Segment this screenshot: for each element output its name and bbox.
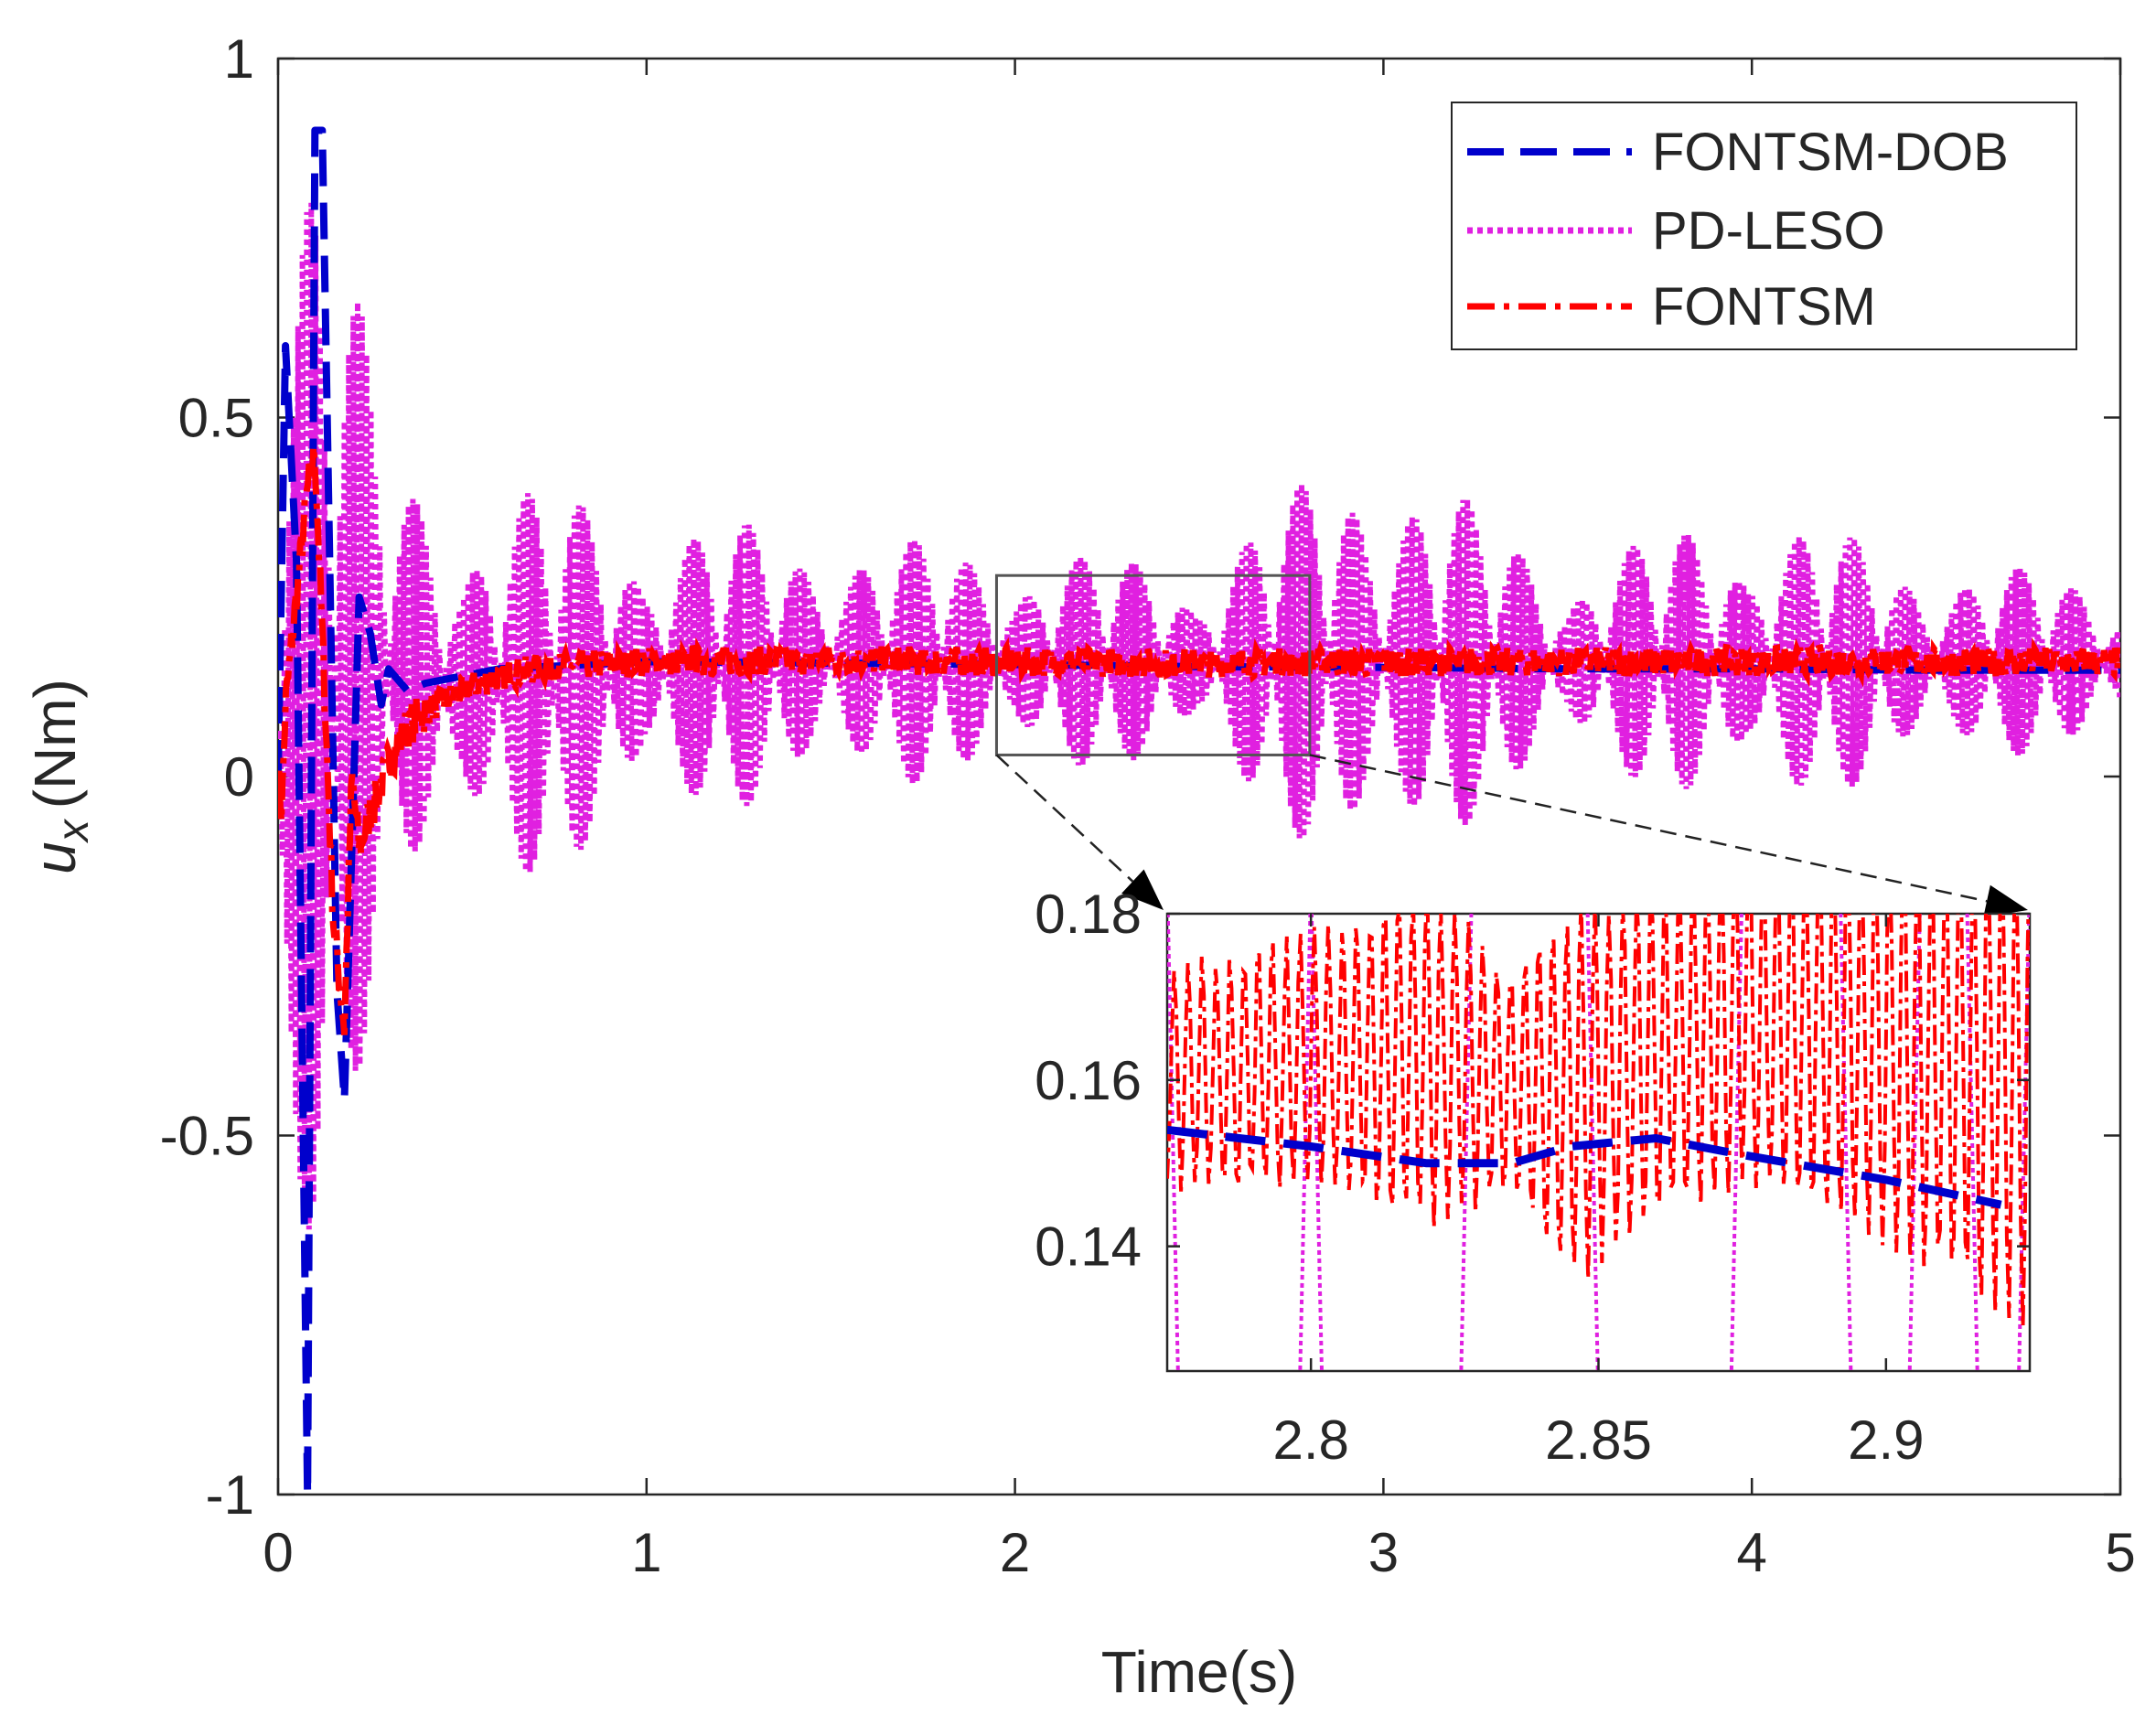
legend: FONTSM-DOB PD-LESO FONTSM	[1451, 102, 2077, 350]
x-tick-label: 5	[2105, 1522, 2135, 1583]
inset-x-tick-label: 2.85	[1545, 1409, 1652, 1471]
inset-y-tick-label: 0.18	[1035, 884, 1142, 945]
inset-ticks: 2.8 2.85 2.9 0.14 0.16 0.18	[1035, 884, 2030, 1471]
inset-series-line-pd-leso	[1298, 914, 1313, 1371]
inset-series-line-pd-leso	[1729, 914, 1743, 1371]
zoom-arrow-right	[1309, 754, 1988, 903]
inset-x-tick-label: 2.9	[1848, 1409, 1924, 1471]
zoom-region-box	[994, 573, 1312, 756]
inset-series-line-pd-leso	[1459, 914, 1474, 1371]
zoom-arrowhead-right	[1983, 884, 2028, 917]
zoom-arrow-left	[995, 754, 1134, 883]
legend-label-fontsm-dob: FONTSM-DOB	[1652, 123, 2009, 182]
y-axis-symbol: u	[22, 841, 88, 874]
x-axis-title: Time(s)	[1101, 1639, 1297, 1705]
y-tick-label: 0	[224, 746, 254, 808]
x-tick-label: 1	[631, 1522, 661, 1583]
inset-series-line-fontsm-dob	[1167, 1125, 2002, 1209]
inset-series-line-pd-leso	[2017, 914, 2030, 1371]
y-tick-label: 0.5	[178, 388, 254, 449]
inset-series-line-pd-leso	[1167, 914, 1180, 1371]
inset-x-tick-label: 2.8	[1272, 1409, 1348, 1471]
y-tick-label: -1	[206, 1464, 254, 1526]
main-series	[278, 126, 2120, 1495]
x-tick-label: 0	[263, 1522, 293, 1583]
y-tick-label: -0.5	[160, 1106, 254, 1167]
main-ticks: 0 1 2 3 4 5 -1 -0.5 0 0.5 1	[160, 28, 2136, 1583]
inset-y-tick-label: 0.16	[1035, 1050, 1142, 1111]
inset-series-line-pd-leso	[1585, 914, 1600, 1371]
x-tick-label: 4	[1737, 1522, 1767, 1583]
inset-y-tick-label: 0.14	[1035, 1216, 1142, 1278]
inset-series-line-pd-leso	[1907, 914, 1922, 1371]
inset-series-line-fontsm	[1167, 914, 2030, 1327]
x-tick-label: 2	[1000, 1522, 1030, 1583]
inset-series	[1167, 914, 2030, 1371]
legend-label-fontsm: FONTSM	[1652, 277, 1876, 337]
y-axis-subscript: x	[49, 818, 98, 843]
zoom-arrowhead-left	[1121, 869, 1164, 910]
y-tick-label: 1	[224, 28, 254, 90]
inset-series-line-pd-leso	[1839, 914, 1853, 1371]
inset-series-line-pd-leso	[1309, 914, 1324, 1371]
series-line-fontsm	[278, 445, 2120, 1035]
y-axis-unit: (Nm)	[22, 679, 88, 809]
inset-series-line-pd-leso	[1965, 914, 1979, 1371]
x-tick-label: 3	[1368, 1522, 1399, 1583]
y-axis-title: ux (Nm)	[22, 679, 98, 874]
legend-label-pd-leso: PD-LESO	[1652, 201, 1885, 261]
